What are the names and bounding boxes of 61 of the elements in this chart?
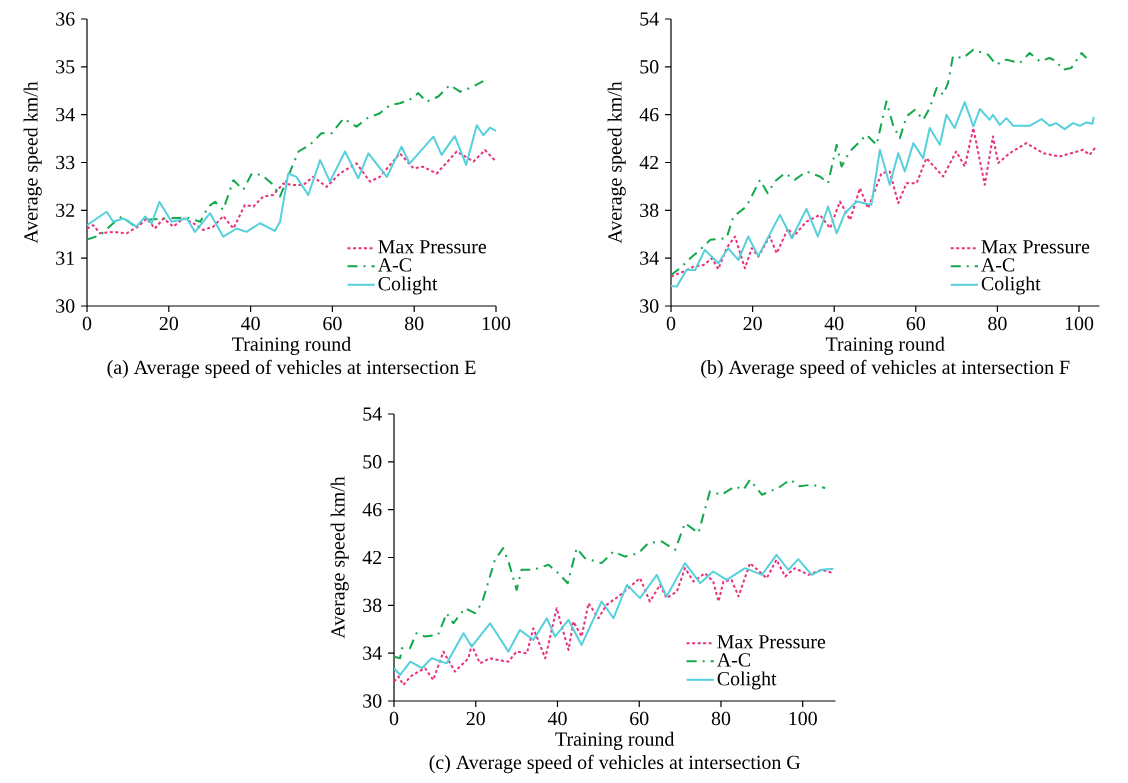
y-tick-label: 50 — [640, 60, 659, 74]
text: (b) Average speed of vehicles at intersection F — [701, 359, 1070, 379]
y-axis-title: Average speed km/h — [330, 476, 349, 639]
x-tick-label: 40 — [547, 711, 567, 726]
y-tick-label: 31 — [56, 251, 74, 265]
legend-label: Max Pressure — [981, 240, 1090, 254]
y-tick-label: 34 — [363, 646, 382, 660]
x-tick-label: 40 — [241, 316, 260, 331]
x-tick-label: 40 — [824, 316, 844, 331]
y-tick-label: 46 — [362, 502, 382, 517]
y-tick-label: 42 — [639, 155, 659, 170]
x-tick-label: 100 — [789, 711, 817, 726]
x-tick-label: 100 — [482, 316, 511, 331]
y-tick-label: 34 — [56, 107, 75, 122]
x-axis-title: Training round — [825, 336, 945, 355]
x-tick-label: 20 — [466, 711, 485, 726]
x-tick-label: 80 — [405, 316, 424, 331]
y-tick-label: 30 — [56, 299, 75, 313]
x-tick-label: 0 — [666, 316, 676, 331]
x-tick-label: 20 — [159, 316, 178, 331]
y-tick-label: 35 — [56, 60, 75, 74]
x-axis-title: Training round — [555, 731, 675, 750]
x-tick-label: 100 — [1065, 316, 1094, 331]
x-tick-label: 80 — [711, 711, 731, 726]
x-tick-label: 80 — [988, 316, 1007, 331]
text: (c) Average speed of vehicles at intersection G — [429, 754, 801, 774]
x-tick-label: 60 — [323, 316, 342, 331]
legend-label: Colight — [717, 671, 777, 690]
y-tick-label: 30 — [640, 299, 659, 313]
y-tick-label: 33 — [56, 155, 75, 170]
legend-label: Max Pressure — [378, 240, 487, 254]
y-tick-label: 38 — [640, 203, 659, 218]
line-series — [87, 149, 496, 235]
y-tick-label: 30 — [363, 694, 382, 708]
y-tick-label: 32 — [56, 203, 75, 218]
legend-label: A-C — [377, 258, 411, 272]
text: (a) Average speed of vehicles at intersection E — [107, 359, 476, 379]
legend-label: Max Pressure — [717, 635, 826, 649]
x-tick-label: 0 — [389, 711, 399, 726]
line-series — [87, 80, 485, 241]
x-tick-label: 0 — [82, 316, 92, 331]
line-series — [671, 48, 1088, 276]
y-tick-label: 34 — [640, 251, 659, 265]
y-tick-label: 42 — [362, 550, 382, 565]
y-tick-label: 38 — [363, 598, 382, 613]
y-axis-title: Average speed km/h — [23, 81, 42, 244]
y-axis-title: Average speed km/h — [607, 81, 626, 244]
y-tick-label: 46 — [639, 107, 659, 122]
line-series — [671, 127, 1098, 278]
y-tick-label: 50 — [363, 455, 382, 469]
legend-label: Colight — [981, 276, 1041, 295]
x-tick-label: 20 — [743, 316, 762, 331]
y-tick-label: 54 — [363, 407, 382, 421]
y-tick-label: 54 — [640, 12, 659, 26]
legend-label: Colight — [378, 276, 438, 295]
y-tick-label: 36 — [56, 12, 75, 26]
x-tick-label: 60 — [906, 316, 926, 331]
x-axis-title: Training round — [232, 336, 351, 355]
x-tick-label: 60 — [630, 711, 649, 726]
legend-label: A-C — [981, 258, 1015, 272]
legend-label: A-C — [716, 653, 751, 667]
